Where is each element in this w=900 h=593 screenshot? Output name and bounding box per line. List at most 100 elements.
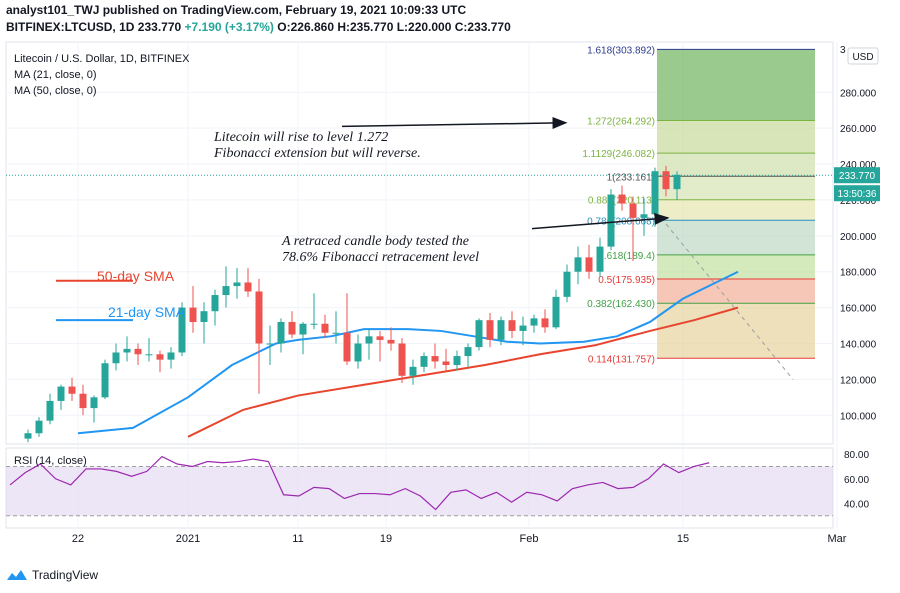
annotation-rise-1: Litecoin will rise to level 1.272: [213, 130, 388, 145]
candle-body: [57, 386, 65, 401]
currency-button: [847, 47, 879, 65]
candle-body: [189, 307, 197, 322]
annotation-retrace-2: 78.6% Fibonacci retracement level: [282, 250, 479, 265]
y-tick-label: 100.000: [840, 411, 877, 422]
countdown-badge: [834, 185, 880, 202]
candle-body: [101, 363, 109, 398]
fib-level-label: 0.382(162.430): [587, 299, 655, 310]
last-price: 233.770: [137, 20, 182, 34]
candle-body: [651, 171, 659, 215]
y-tick-label: 160.000: [840, 304, 877, 315]
x-tick-label: 19: [380, 533, 392, 545]
fib-level-label: 1.1129(246.082): [582, 149, 655, 160]
candle-body: [574, 257, 582, 272]
candle-body: [453, 356, 461, 366]
candle-body: [398, 343, 406, 376]
projection-line: [660, 217, 794, 380]
y-tick-label: 240.000: [840, 160, 877, 171]
candle-body: [376, 336, 384, 340]
candle-body: [673, 174, 681, 190]
publisher-line: analyst101_TWJ published on TradingView.…: [6, 3, 467, 17]
fib-zone: [657, 120, 815, 154]
y-tick-label: 220.000: [840, 196, 877, 207]
candle-body: [662, 171, 670, 190]
x-tick-label: 15: [677, 533, 689, 545]
y-tick-label: 140.000: [840, 340, 877, 351]
ma21-legend: MA (21, close, 0): [14, 69, 97, 81]
ohlc-values: O:226.860 H:235.770 L:220.000 C:233.770: [277, 20, 511, 34]
price-badge-value: 233.770: [839, 171, 876, 182]
candle-body: [387, 339, 395, 344]
candle-body: [530, 318, 538, 326]
candle-body: [24, 433, 32, 439]
x-tick-label: 2021: [176, 533, 200, 545]
candle-body: [255, 291, 263, 344]
candle-body: [266, 343, 274, 345]
x-tick-label: 11: [292, 533, 303, 545]
annotation-sma50: 50-day SMA: [97, 268, 175, 284]
y-tick-label: 180.000: [840, 268, 877, 279]
candle-body: [497, 320, 505, 340]
y-tick-label: 280.000: [840, 88, 877, 99]
symbol: BITFINEX:LTCUSD, 1D: [6, 20, 135, 34]
candle-body: [178, 307, 186, 353]
candle-body: [211, 295, 219, 312]
fib-zone: [657, 153, 815, 177]
currency-label[interactable]: USD: [852, 52, 873, 63]
symbol-line: BITFINEX:LTCUSD, 1D 233.770 +7.190 (+3.1…: [6, 20, 511, 34]
candle-body: [420, 356, 428, 367]
y-tick-label: 200.000: [840, 232, 877, 243]
y-tick-label: 3: [840, 45, 846, 56]
candle-body: [596, 246, 604, 272]
candle-body: [442, 361, 450, 366]
ma21-line: [77, 270, 739, 435]
candle-body: [464, 347, 472, 357]
fib-level-label: 1.618(303.892): [587, 45, 655, 56]
candle-body: [79, 393, 87, 409]
fib-level-label: 0.5(175.935): [598, 275, 655, 286]
candle-body: [90, 397, 98, 409]
candle-body: [354, 343, 362, 362]
candle-body: [112, 352, 120, 364]
candle-body: [134, 348, 142, 355]
brand-label: TradingView: [32, 568, 99, 582]
candle-body: [607, 194, 615, 247]
ma50-legend: MA (50, close, 0): [14, 85, 97, 97]
x-tick-label: Feb: [520, 533, 539, 545]
fib-level-label: 1.272(264.292): [587, 116, 655, 127]
fib-zone: [657, 254, 815, 280]
candle-body: [167, 352, 175, 360]
candle-body: [541, 318, 549, 328]
rsi-tick-label: 40.00: [844, 499, 869, 510]
rsi-band: [6, 466, 833, 516]
rsi-tick-label: 80.00: [844, 450, 869, 461]
candle-body: [475, 320, 483, 348]
rsi-legend: RSI (14, close): [14, 455, 87, 467]
candle-body: [629, 203, 637, 218]
candle-body: [640, 214, 648, 218]
price-badge: [834, 167, 880, 184]
fib-zone: [657, 220, 815, 255]
candle-body: [585, 257, 593, 272]
candle-body: [563, 271, 571, 297]
candle-body: [123, 348, 131, 353]
x-tick-label: Mar: [828, 533, 847, 545]
candle-body: [332, 332, 340, 334]
annotation-sma21: 21-day SMA: [108, 304, 186, 320]
annotation-arrow: [341, 116, 568, 129]
price-chart[interactable]: 100.000 120.000 140.000 160.000 180.000 200.0…: [0, 38, 900, 562]
candle-body: [145, 354, 153, 356]
annotation-rise-2: Fibonacci extension but will reverse.: [213, 146, 421, 161]
candle-body: [618, 194, 626, 204]
chart-title: Litecoin / U.S. Dollar, 1D, BITFINEX: [14, 53, 190, 65]
x-tick-label: 22: [72, 533, 84, 545]
fib-level-label: 1(233.161): [607, 172, 655, 183]
candle-body: [35, 420, 43, 434]
countdown-value: 13:50:36: [838, 189, 877, 200]
tradingview-logo-icon: [7, 570, 27, 580]
footer: TradingView: [6, 568, 98, 582]
candle-body: [233, 282, 241, 287]
candle-body: [299, 323, 307, 335]
rsi-line: [9, 455, 710, 511]
candle-body: [310, 323, 318, 325]
